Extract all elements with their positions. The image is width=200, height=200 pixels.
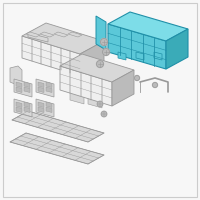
Polygon shape	[46, 87, 52, 92]
Circle shape	[101, 111, 107, 117]
Polygon shape	[136, 52, 144, 60]
Polygon shape	[36, 79, 54, 97]
Polygon shape	[12, 111, 104, 142]
Polygon shape	[26, 32, 40, 37]
Circle shape	[102, 48, 110, 55]
Polygon shape	[108, 12, 188, 41]
Polygon shape	[118, 52, 126, 60]
Circle shape	[96, 60, 104, 68]
Polygon shape	[154, 52, 162, 60]
Polygon shape	[16, 102, 22, 108]
Polygon shape	[24, 87, 30, 92]
Polygon shape	[16, 87, 22, 92]
Polygon shape	[22, 23, 104, 54]
Polygon shape	[68, 64, 92, 77]
Polygon shape	[80, 41, 104, 76]
Polygon shape	[22, 36, 80, 76]
Polygon shape	[40, 32, 54, 37]
Polygon shape	[10, 66, 22, 87]
Polygon shape	[46, 82, 52, 88]
Polygon shape	[96, 16, 106, 50]
Polygon shape	[16, 107, 22, 112]
Polygon shape	[60, 54, 134, 82]
Polygon shape	[98, 66, 126, 78]
Polygon shape	[96, 82, 106, 93]
Polygon shape	[28, 33, 48, 42]
Polygon shape	[54, 32, 68, 37]
Polygon shape	[14, 99, 32, 117]
Polygon shape	[166, 29, 188, 69]
Polygon shape	[36, 99, 54, 117]
Polygon shape	[118, 84, 132, 94]
Polygon shape	[108, 24, 166, 69]
Polygon shape	[46, 107, 52, 112]
Polygon shape	[106, 76, 122, 87]
Polygon shape	[24, 82, 30, 88]
Circle shape	[134, 75, 140, 80]
Polygon shape	[88, 98, 102, 108]
Circle shape	[153, 82, 158, 88]
Polygon shape	[24, 102, 30, 108]
Polygon shape	[46, 102, 52, 108]
Polygon shape	[38, 102, 44, 108]
Polygon shape	[24, 107, 30, 112]
Polygon shape	[14, 79, 32, 97]
Polygon shape	[70, 92, 84, 104]
Polygon shape	[80, 74, 98, 85]
Polygon shape	[68, 32, 82, 37]
Polygon shape	[10, 133, 104, 164]
Circle shape	[101, 38, 108, 46]
Polygon shape	[38, 87, 44, 92]
Polygon shape	[16, 82, 22, 88]
Polygon shape	[112, 70, 134, 106]
Circle shape	[97, 101, 103, 107]
Polygon shape	[38, 82, 44, 88]
Polygon shape	[38, 107, 44, 112]
Polygon shape	[60, 66, 112, 106]
Polygon shape	[110, 90, 120, 101]
